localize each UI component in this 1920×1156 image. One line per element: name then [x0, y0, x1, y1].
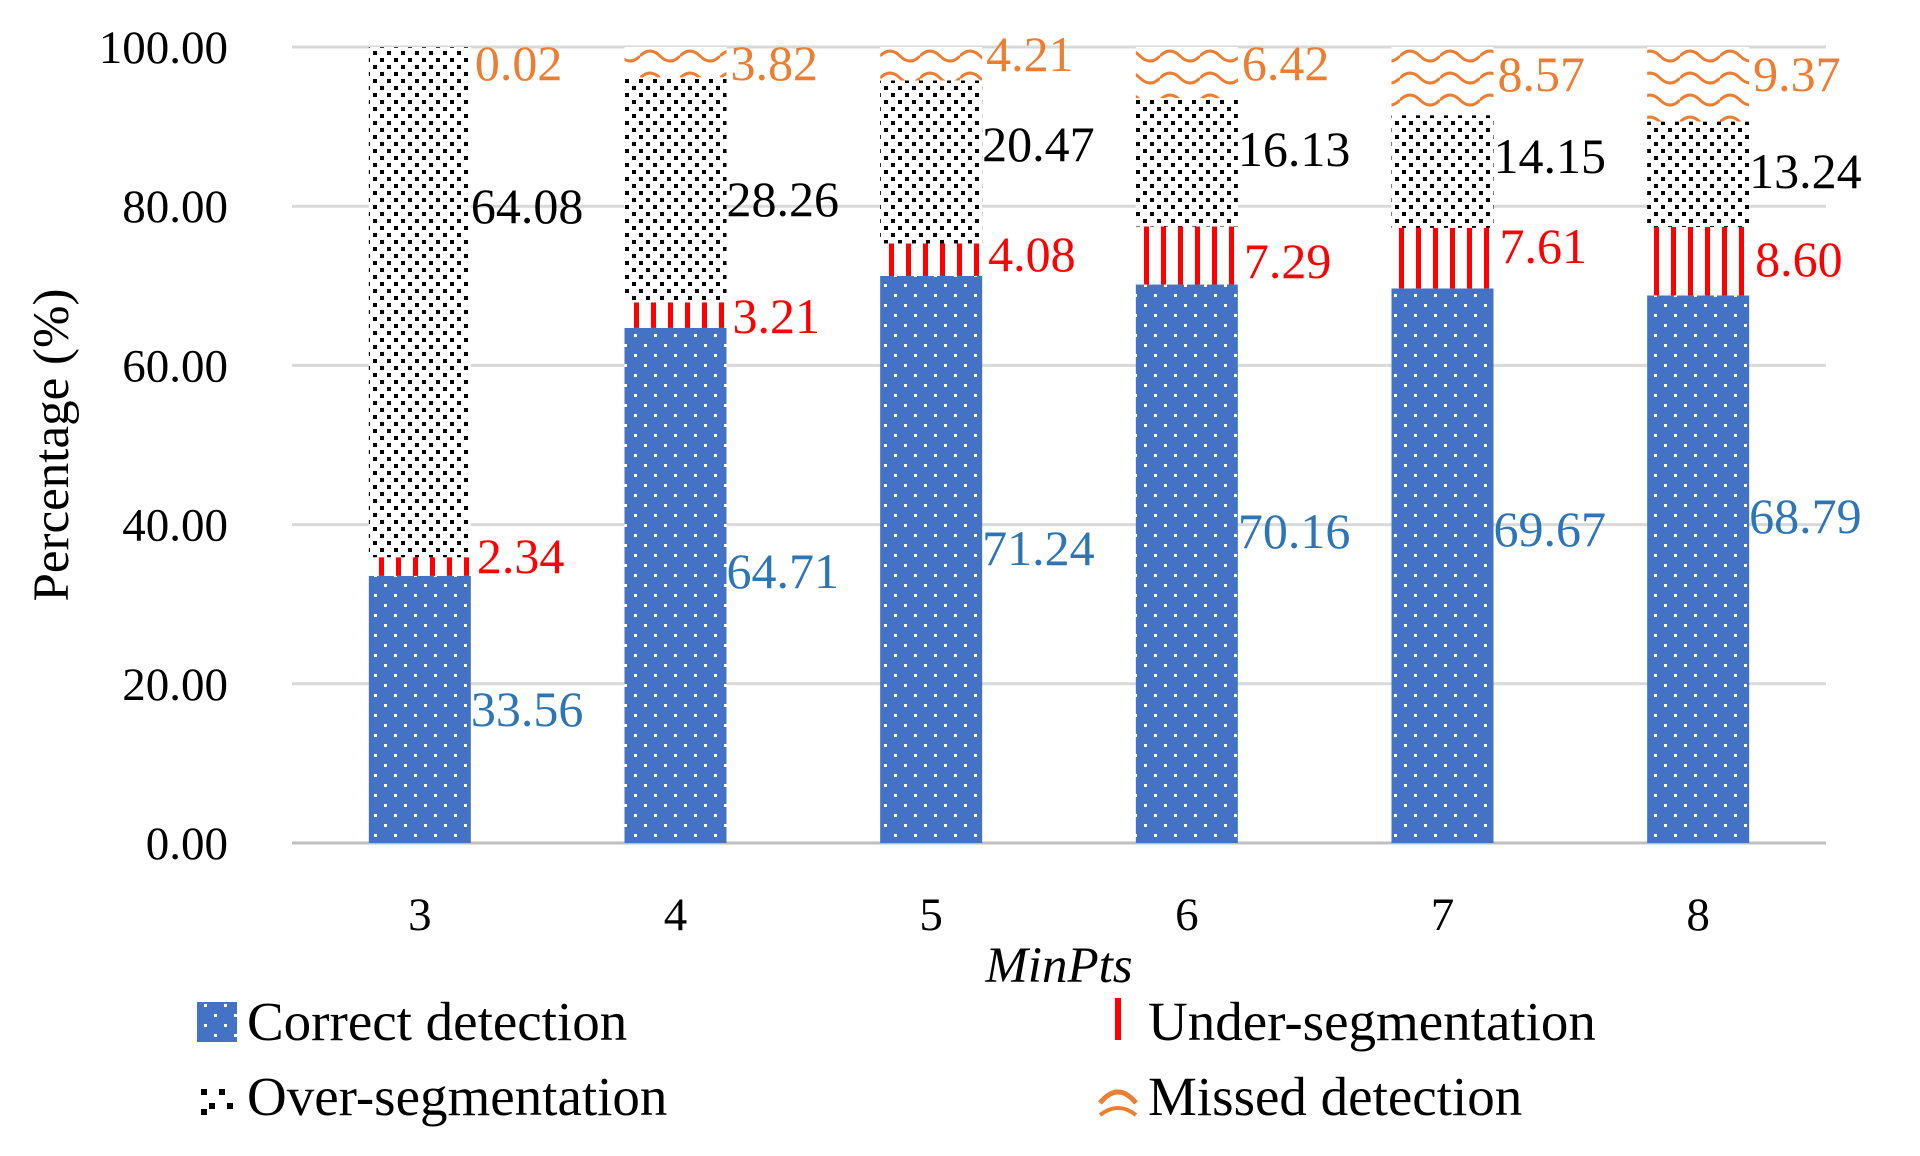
data-label-correct-detection-6: 70.16: [1238, 503, 1351, 559]
bar-under-segmentation-4: [624, 302, 727, 328]
data-label-over-segmentation-6: 16.13: [1238, 121, 1351, 177]
bar-correct-detection-5: [880, 275, 983, 844]
y-tick-label: 100.00: [99, 22, 228, 74]
legend-item-missed-detection: Missed detection: [1098, 1066, 1522, 1127]
bar-over-segmentation-5: [880, 80, 983, 244]
bar-missed-detection-7: [1391, 47, 1494, 116]
bar-over-segmentation-3: [368, 47, 471, 558]
gridlines: [292, 45, 1826, 845]
bar-correct-detection-6: [1135, 284, 1238, 844]
bar-missed-detection-5: [880, 47, 983, 81]
x-tick-label: 7: [1431, 889, 1455, 941]
legend-label: Missed detection: [1148, 1066, 1522, 1127]
bar-under-segmentation-3: [368, 557, 471, 576]
data-label-under-segmentation-4: 3.21: [733, 288, 821, 344]
legend-item-correct-detection: Correct detection: [197, 991, 627, 1052]
bar-correct-detection-4: [624, 327, 727, 843]
bar-over-segmentation-8: [1647, 121, 1750, 227]
y-tick-label: 60.00: [122, 340, 228, 392]
x-tick-label: 6: [1175, 889, 1199, 941]
bar-missed-detection-6: [1135, 47, 1238, 99]
data-label-missed-detection-6: 6.42: [1242, 35, 1330, 91]
x-tick-label: 3: [408, 889, 432, 941]
legend-item-under-segmentation: Under-segmentation: [1115, 991, 1596, 1052]
bars: [368, 47, 1750, 844]
data-label-correct-detection-3: 33.56: [471, 681, 584, 737]
x-tick-label: 5: [919, 889, 943, 941]
legend-label: Correct detection: [247, 991, 627, 1052]
data-label-under-segmentation-8: 8.60: [1755, 231, 1843, 287]
data-labels: 33.56 2.34 64.08 0.02 64.71 3.21 28.26 3.82 71.2…: [471, 26, 1862, 737]
legend-swatch: [1115, 998, 1121, 1040]
bar-missed-detection-4: [624, 47, 727, 78]
axes: 0.00 20.00 40.00 60.00 80.00 100.00 3 4 5 6 7 8 Perc…: [24, 22, 1710, 994]
bar-over-segmentation-7: [1391, 115, 1494, 228]
x-axis-title: MinPts: [984, 938, 1132, 994]
bar-missed-detection-8: [1647, 47, 1750, 122]
data-label-missed-detection-8: 9.37: [1753, 46, 1841, 102]
data-label-under-segmentation-3: 2.34: [477, 528, 565, 584]
data-label-over-segmentation-7: 14.15: [1494, 128, 1607, 184]
bar-over-segmentation-4: [624, 77, 727, 303]
y-tick-label: 20.00: [122, 659, 228, 711]
data-label-correct-detection-5: 71.24: [982, 520, 1095, 576]
bar-under-segmentation-7: [1391, 227, 1494, 289]
legend-swatch: [197, 1002, 237, 1042]
legend: Correct detection Under-segmentation Over-…: [197, 991, 1596, 1127]
data-label-missed-detection-3: 0.02: [475, 35, 563, 91]
data-label-under-segmentation-7: 7.61: [1500, 218, 1588, 274]
bar-correct-detection-8: [1647, 295, 1750, 843]
data-label-missed-detection-7: 8.57: [1498, 46, 1586, 102]
y-tick-label: 80.00: [122, 181, 228, 233]
data-label-under-segmentation-5: 4.08: [988, 226, 1076, 282]
legend-item-over-segmentation: Over-segmentation: [201, 1066, 667, 1127]
data-label-correct-detection-4: 64.71: [727, 543, 840, 599]
data-label-over-segmentation-5: 20.47: [982, 116, 1095, 172]
data-label-missed-detection-5: 4.21: [986, 26, 1074, 82]
data-label-missed-detection-4: 3.82: [731, 35, 819, 91]
data-label-over-segmentation-4: 28.26: [727, 171, 840, 227]
bar-correct-detection-7: [1391, 288, 1494, 844]
legend-label: Under-segmentation: [1148, 991, 1596, 1052]
legend-swatch: [1098, 1089, 1138, 1105]
data-label-under-segmentation-6: 7.29: [1244, 233, 1332, 289]
bar-correct-detection-3: [368, 575, 471, 843]
bar-under-segmentation-6: [1135, 226, 1238, 285]
bar-over-segmentation-6: [1135, 98, 1238, 227]
y-tick-label: 40.00: [122, 500, 228, 552]
data-label-correct-detection-8: 68.79: [1749, 488, 1862, 544]
data-label-over-segmentation-3: 64.08: [471, 178, 584, 234]
y-tick-label: 0.00: [146, 818, 228, 870]
data-label-over-segmentation-8: 13.24: [1749, 143, 1862, 199]
legend-swatch: [201, 1089, 233, 1115]
y-axis-title: Percentage (%): [24, 289, 80, 602]
legend-label: Over-segmentation: [247, 1066, 667, 1127]
x-tick-label: 8: [1686, 889, 1710, 941]
bar-under-segmentation-5: [880, 243, 983, 276]
x-tick-label: 4: [664, 889, 688, 941]
legend-swatch: [1098, 1106, 1138, 1117]
bar-under-segmentation-8: [1647, 226, 1750, 296]
data-label-correct-detection-7: 69.67: [1494, 501, 1607, 557]
